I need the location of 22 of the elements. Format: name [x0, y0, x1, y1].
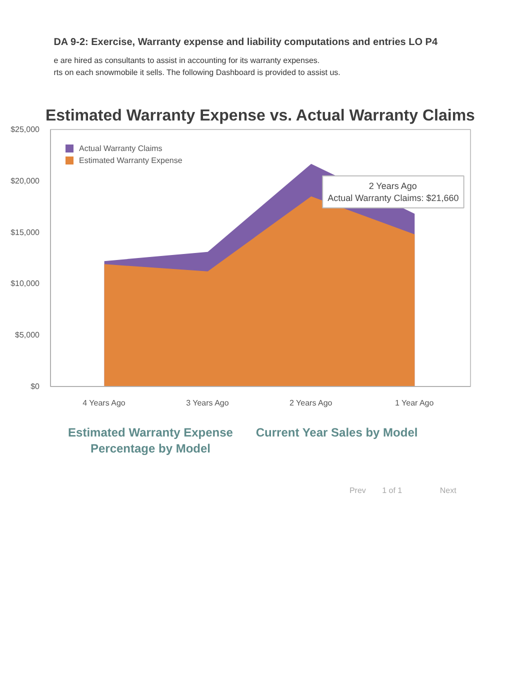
- text: Current Year Sales by Model: [256, 426, 418, 440]
- text: Estimated Warranty Expense Percentage by Model: [68, 426, 234, 456]
- text: 1 of 1: [382, 486, 403, 495]
- x-tick-label: 4 Years Ago: [82, 398, 126, 408]
- x-tick-label: 2 Years Ago: [290, 398, 333, 408]
- annotation: 2 Years Ago Actual Warranty Claims: $21,660: [328, 180, 459, 203]
- y-tick-label: $20,000: [10, 176, 40, 186]
- text: Prev: [349, 486, 366, 495]
- y-tick-label: $5,000: [15, 330, 40, 340]
- text: Next: [440, 486, 458, 495]
- chart-title: Estimated Warranty Expense vs. Actual Warranty Claims: [45, 108, 476, 124]
- legend-label: Actual Warranty Claims: [79, 143, 162, 153]
- text: rts on each snowmobile it sells. The following Dashboard is provided to assist us.: [54, 68, 340, 77]
- x-tick-label: 1 Year Ago: [394, 398, 434, 408]
- y-tick-label: $0: [30, 382, 40, 391]
- y-tick-label: $25,000: [10, 125, 40, 134]
- x-tick-label: 3 Years Ago: [186, 398, 230, 408]
- text: e are hired as consultants to assist in accounting for its warranty expenses.: [54, 56, 320, 65]
- y-tick-label: $10,000: [10, 279, 40, 288]
- text: DA 9-2: Exercise, Warranty expense and liability computations and entries LO P4: [54, 37, 438, 48]
- legend-label: Estimated Warranty Expense: [79, 155, 182, 165]
- y-tick-label: $15,000: [10, 228, 40, 237]
